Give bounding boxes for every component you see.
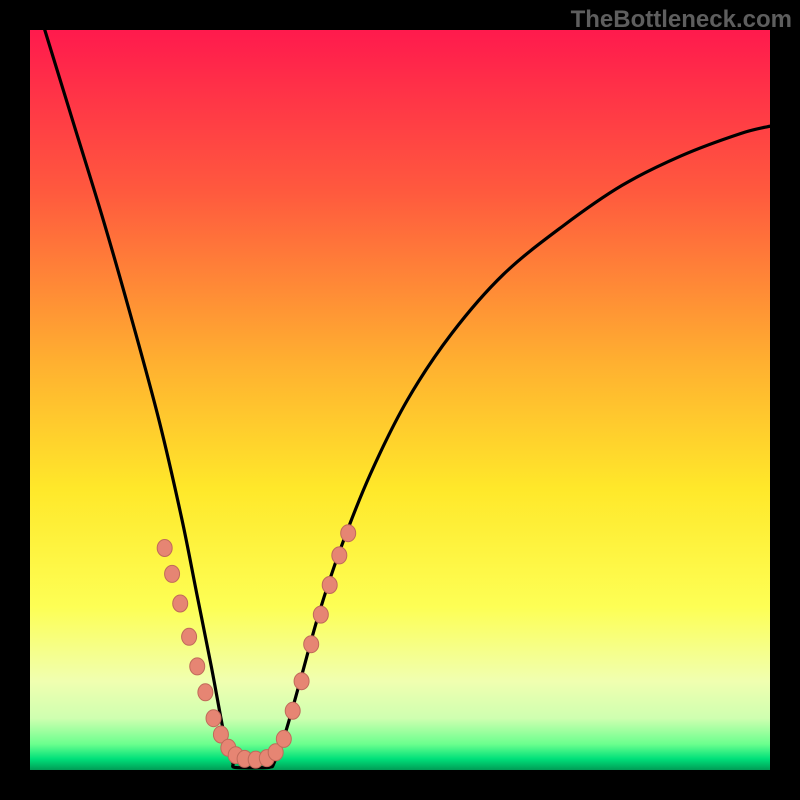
- marker-group: [157, 525, 356, 768]
- data-marker: [173, 595, 188, 612]
- curve-layer: [30, 30, 770, 770]
- data-marker: [313, 606, 328, 623]
- data-marker: [165, 565, 180, 582]
- watermark-text: TheBottleneck.com: [571, 6, 792, 34]
- data-marker: [190, 658, 205, 675]
- data-marker: [285, 702, 300, 719]
- plot-area: [30, 30, 770, 770]
- data-marker: [206, 710, 221, 727]
- bottleneck-curve: [45, 30, 770, 768]
- chart-container: TheBottleneck.com: [0, 0, 800, 800]
- data-marker: [332, 547, 347, 564]
- data-marker: [341, 525, 356, 542]
- data-marker: [157, 540, 172, 557]
- data-marker: [322, 577, 337, 594]
- data-marker: [198, 684, 213, 701]
- data-marker: [294, 673, 309, 690]
- data-marker: [276, 730, 291, 747]
- data-marker: [304, 636, 319, 653]
- data-marker: [182, 628, 197, 645]
